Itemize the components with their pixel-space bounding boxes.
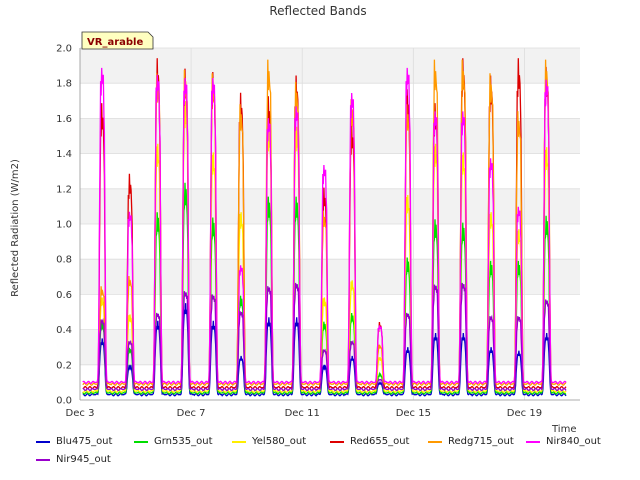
legend-swatch <box>428 440 442 443</box>
plot-bands <box>80 48 580 365</box>
legend-swatch <box>36 440 50 443</box>
y-axis-title: Reflected Radiation (W/m2) <box>10 159 21 297</box>
grid-band <box>80 188 580 224</box>
y-tick-label: 0.0 <box>56 396 72 407</box>
y-tick-label: 1.6 <box>56 114 72 125</box>
legend-label: Nir840_out <box>546 436 601 447</box>
x-axis-ticks: Dec 3 Dec 7 Dec 11 Dec 15 Dec 19 <box>66 408 543 419</box>
legend-swatch <box>330 440 344 443</box>
badge: VR_arable <box>81 31 154 50</box>
y-tick-label: 0.2 <box>56 360 72 371</box>
legend-label: Red655_out <box>350 436 410 447</box>
badge-box <box>81 31 154 50</box>
legend-item: Yel580_out <box>232 436 306 447</box>
legend-label: Yel580_out <box>252 436 307 447</box>
legend-item: Red655_out <box>330 436 409 447</box>
y-tick-label: 1.2 <box>56 184 72 195</box>
series-layer <box>82 58 567 397</box>
x-tick-label: Dec 3 <box>66 408 95 419</box>
grid-band <box>80 329 580 365</box>
legend-label: Blu475_out <box>56 436 113 447</box>
grid-lines <box>79 47 580 401</box>
grid-band <box>80 118 580 154</box>
legend-item: Blu475_out <box>36 436 112 447</box>
series-line-blu475_out <box>82 303 567 397</box>
y-tick-label: 0.4 <box>56 325 72 336</box>
y-tick-label: 0.8 <box>56 255 72 266</box>
y-axis-ticks: 0.0 0.2 0.4 0.6 0.8 1.0 1.2 1.4 1.6 1.8 2.0 <box>56 44 72 407</box>
y-tick-label: 2.0 <box>56 44 72 55</box>
chart-title: Reflected Bands <box>269 4 366 18</box>
series-line-yel580_out <box>82 101 567 394</box>
series-line-nir840_out <box>82 67 567 385</box>
legend-swatch <box>134 440 148 443</box>
series-line-grn535_out <box>82 182 567 395</box>
x-tick-label: Dec 7 <box>177 408 206 419</box>
grid-band <box>80 259 580 295</box>
series-line-nir945_out <box>82 282 567 392</box>
legend-swatch <box>36 458 50 461</box>
y-tick-label: 1.4 <box>56 149 72 160</box>
legend-swatch <box>526 440 540 443</box>
legend-item: Nir840_out <box>526 436 601 447</box>
x-axis-title: Time <box>551 424 576 435</box>
legend-label: Redg715_out <box>448 436 514 447</box>
series-line-redg715_out <box>82 59 567 387</box>
legend-swatch <box>232 440 246 443</box>
x-tick-label: Dec 19 <box>507 408 542 419</box>
badge-label: VR_arable <box>87 37 143 48</box>
legend-label: Nir945_out <box>56 454 111 465</box>
y-tick-label: 1.0 <box>56 220 72 231</box>
grid-band <box>80 48 580 84</box>
y-tick-label: 0.6 <box>56 290 72 301</box>
legend-item: Redg715_out <box>428 436 514 447</box>
legend-label: Grn535_out <box>154 436 213 447</box>
legend-item: Nir945_out <box>36 454 111 465</box>
legend-item: Grn535_out <box>134 436 213 447</box>
x-tick-label: Dec 15 <box>396 408 431 419</box>
series-line-red655_out <box>82 58 567 390</box>
y-tick-label: 1.8 <box>56 79 72 90</box>
x-tick-label: Dec 11 <box>285 408 320 419</box>
